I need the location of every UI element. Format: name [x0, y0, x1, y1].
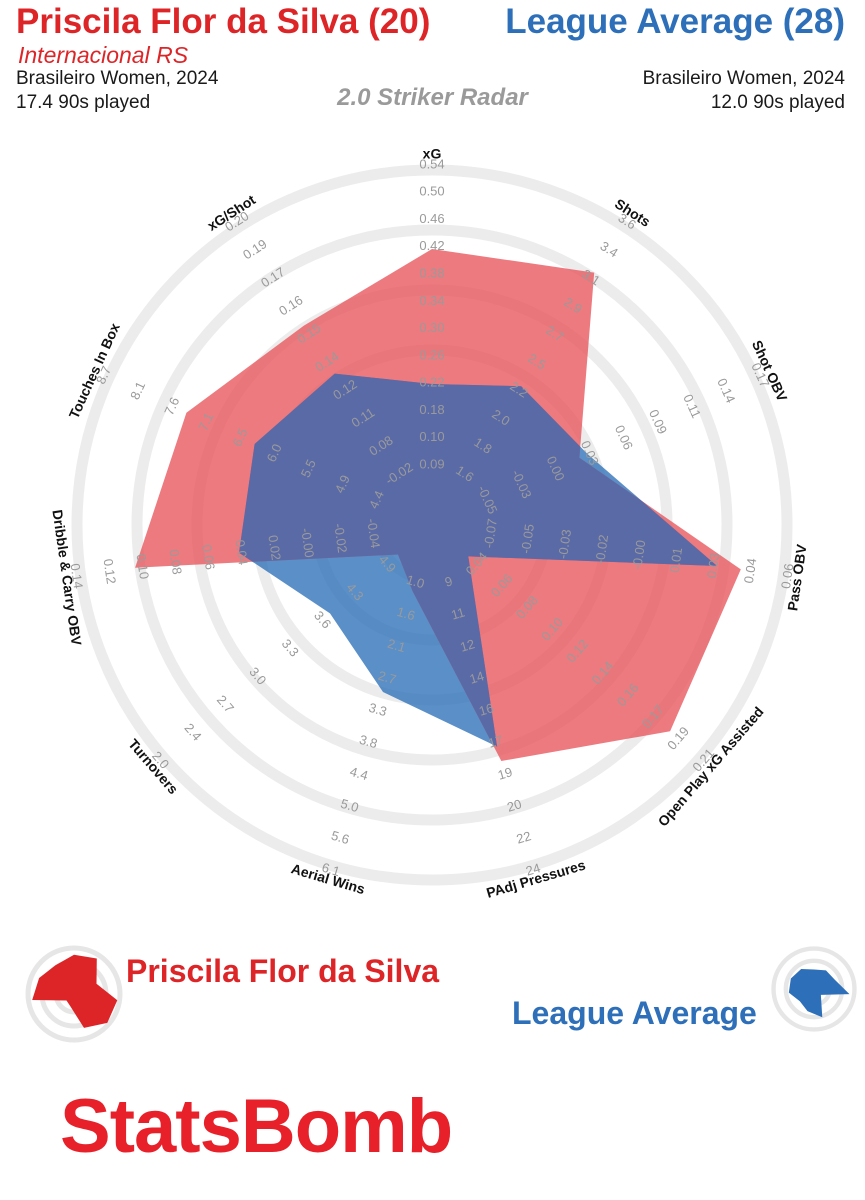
player-title: Priscila Flor da Silva (20) [16, 2, 431, 41]
radar-chart: 0.09 0.10 0.18 0.22 0.26 0.30 0.34 0.38 0.42 0.46… [49, 146, 809, 901]
radar-ring-6 [71, 164, 793, 886]
tick-label: 24 [524, 860, 542, 878]
tick-label: 11 [449, 604, 466, 622]
tick-label: -0.00 [629, 539, 648, 570]
tick-label: 0.38 [419, 266, 444, 281]
comparison-competition: Brasileiro Women, 2024 [642, 68, 845, 89]
tick-label: 8.7 [93, 364, 114, 387]
tick-label: -0.00 [298, 527, 317, 558]
tick-label: 1.6 [395, 604, 417, 623]
tick-label: 14 [468, 668, 486, 686]
tick-label: 3.4 [598, 238, 621, 260]
tick-label: 0.09 [419, 456, 444, 471]
league-legend-label: League Average [512, 995, 757, 1031]
tick-label: 6.0 [264, 442, 285, 465]
tick-label: 0.22 [419, 375, 444, 390]
league-legend-icon [771, 946, 857, 1032]
tick-label: 0.46 [419, 211, 444, 226]
tick-label: 0.06 [612, 423, 636, 452]
tick-label: 0.30 [419, 320, 444, 335]
radar-ring-5 [131, 224, 733, 826]
tick-label: 0.50 [419, 184, 444, 199]
tick-label: -0.04 [364, 518, 383, 549]
tick-label: 6.1 [320, 860, 342, 879]
tick-label: -0.02 [592, 534, 611, 565]
tick-label: 9 [443, 573, 454, 589]
tick-label: 0.03 [704, 552, 722, 579]
tick-label: 0.14 [714, 376, 738, 405]
tick-label: 0.16 [276, 292, 305, 318]
tick-label: 19 [496, 764, 514, 782]
tick-label: 7.1 [195, 410, 216, 433]
tick-label: 0.34 [419, 293, 444, 308]
tick-label: 22 [515, 828, 533, 846]
tick-label: 20 [505, 796, 523, 814]
tick-label: 0.10 [419, 429, 444, 444]
tick-label: 16 [477, 700, 495, 718]
tick-label: 0.14 [68, 562, 86, 589]
tick-label: 0.12 [101, 558, 119, 585]
player-competition: Brasileiro Women, 2024 [16, 68, 219, 89]
tick-label: 0.04 [741, 557, 759, 584]
tick-label: 5.6 [330, 828, 352, 847]
statsbomb-logo: StatsBomb [60, 1084, 453, 1169]
tick-label: 0.06 [199, 544, 217, 571]
tick-label: 8.1 [127, 379, 148, 402]
tick-label: 7.6 [161, 395, 182, 418]
tick-label: 2.7 [214, 692, 237, 715]
tick-label: 3.8 [358, 732, 380, 751]
tick-label: 0.10 [134, 553, 152, 580]
player-legend-icon [25, 945, 123, 1043]
tick-label: 0.18 [419, 402, 444, 417]
tick-label: -0.03 [555, 528, 574, 559]
tick-label: -0.07 [481, 518, 500, 549]
tick-label: 0.01 [667, 546, 685, 573]
tick-label: 6.5 [229, 426, 250, 449]
tick-label: 0.42 [419, 238, 444, 253]
tick-label: 0.08 [166, 548, 184, 575]
tick-label: -0.02 [331, 522, 350, 553]
tick-label: 0.54 [419, 156, 444, 171]
metric-label: xG [423, 146, 442, 162]
player-legend-label: Priscila Flor da Silva [126, 953, 440, 989]
radar-name: 2.0 Striker Radar [337, 84, 528, 111]
tick-label: 2.1 [386, 636, 408, 655]
comparison-minutes: 12.0 90s played [710, 92, 845, 113]
tick-label: 5.0 [339, 796, 361, 815]
tick-label: 0.02 [265, 534, 283, 561]
tick-label: 0.06 [778, 562, 796, 589]
tick-label: 4.4 [348, 764, 370, 783]
tick-label: 4.4 [366, 488, 387, 511]
tick-label: 0.26 [419, 347, 444, 362]
tick-label: 2.7 [376, 668, 398, 687]
tick-label: 2.4 [182, 720, 205, 743]
tick-label: 0.19 [240, 236, 269, 262]
tick-label: 5.5 [298, 457, 319, 480]
tick-label: 0.04 [232, 539, 250, 566]
tick-label: 4.9 [332, 473, 353, 496]
comparison-title: League Average (28) [505, 2, 845, 41]
player-minutes: 17.4 90s played [16, 92, 151, 113]
tick-label: -0.05 [518, 523, 537, 554]
tick-label: 3.3 [367, 700, 389, 719]
tick-label: 17 [487, 732, 505, 750]
team-name: Internacional RS [18, 42, 189, 68]
tick-label: 1.0 [405, 572, 427, 591]
tick-label: 12 [458, 636, 476, 654]
